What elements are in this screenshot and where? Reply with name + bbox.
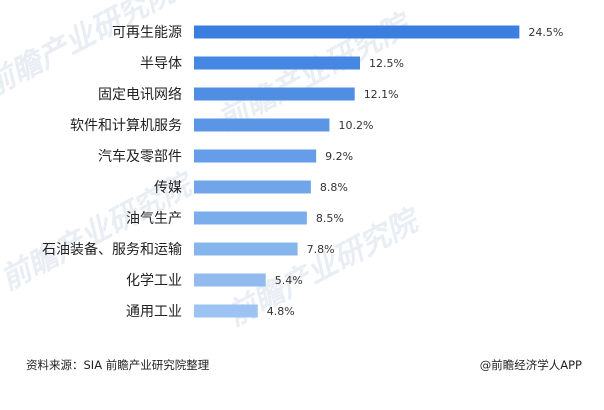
category-label: 油气生产 bbox=[126, 211, 182, 227]
bar bbox=[194, 149, 317, 163]
value-label: 5.4% bbox=[275, 274, 303, 287]
category-label: 石油装备、服务和运输 bbox=[42, 241, 182, 258]
bar bbox=[194, 118, 330, 132]
value-label: 4.8% bbox=[267, 305, 295, 318]
value-label: 12.1% bbox=[364, 88, 399, 101]
category-label: 通用工业 bbox=[126, 304, 182, 320]
source-note: 资料来源：SIA 前瞻产业研究院整理 bbox=[26, 358, 210, 372]
value-label: 9.2% bbox=[325, 150, 353, 163]
category-labels: 可再生能源半导体固定电讯网络软件和计算机服务汽车及零部件传媒油气生产石油装备、服… bbox=[42, 25, 182, 320]
bars bbox=[194, 25, 520, 318]
bar bbox=[194, 211, 307, 225]
brand-credit: @前瞻经济学人APP bbox=[479, 358, 582, 372]
bar bbox=[194, 304, 258, 318]
category-label: 化学工业 bbox=[126, 273, 182, 289]
value-label: 24.5% bbox=[528, 26, 563, 39]
bar bbox=[194, 242, 298, 256]
bar bbox=[194, 25, 520, 39]
value-label: 8.8% bbox=[320, 181, 348, 194]
value-label: 10.2% bbox=[338, 119, 373, 132]
value-label: 7.8% bbox=[307, 243, 335, 256]
category-label: 传媒 bbox=[154, 180, 182, 196]
bar bbox=[194, 273, 266, 287]
bar bbox=[194, 87, 355, 101]
value-label: 12.5% bbox=[369, 57, 404, 70]
value-label: 8.5% bbox=[316, 212, 344, 225]
bar bbox=[194, 56, 360, 70]
category-label: 固定电讯网络 bbox=[98, 87, 182, 103]
category-label: 汽车及零部件 bbox=[98, 148, 182, 165]
category-label: 软件和计算机服务 bbox=[70, 118, 182, 134]
category-label: 半导体 bbox=[140, 56, 182, 72]
bar-chart: 前瞻产业研究院 前瞻产业研究院 前瞻产业研究院 前瞻产业研究院 可再生能源半导体… bbox=[0, 0, 564, 333]
value-labels: 24.5% 12.5% 12.1% 10.2% 9.2% 8.8% 8.5% 7.8% 5.4%… bbox=[267, 26, 564, 318]
bar bbox=[194, 180, 311, 194]
category-label: 可再生能源 bbox=[112, 25, 182, 41]
